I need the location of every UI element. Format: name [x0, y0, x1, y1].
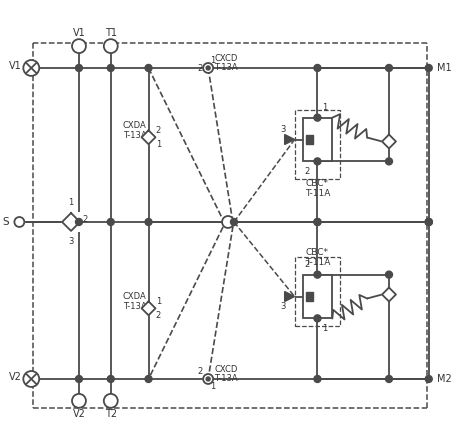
Text: T-13A: T-13A [123, 131, 146, 140]
Text: 1: 1 [322, 324, 327, 333]
Bar [305, 291, 314, 302]
Bar [303, 274, 332, 319]
Circle shape [314, 271, 321, 278]
Text: 2: 2 [156, 126, 161, 135]
Text: 2: 2 [305, 167, 310, 176]
Circle shape [107, 218, 114, 225]
Text: T-11A: T-11A [305, 189, 330, 198]
Circle shape [75, 65, 82, 71]
Text: 1: 1 [156, 140, 161, 149]
Text: 3: 3 [280, 302, 286, 311]
Circle shape [314, 114, 321, 121]
Text: T2: T2 [105, 409, 117, 419]
Text: CXDA: CXDA [123, 292, 146, 301]
Polygon shape [382, 135, 396, 149]
Text: T-13A: T-13A [214, 63, 238, 73]
Text: 3: 3 [68, 237, 74, 246]
Text: 1: 1 [322, 103, 327, 112]
Circle shape [75, 218, 82, 225]
Text: CBC*: CBC* [306, 248, 329, 257]
Text: 2: 2 [156, 311, 161, 320]
Polygon shape [141, 302, 156, 315]
Text: T-13A: T-13A [123, 302, 146, 311]
Circle shape [385, 375, 392, 382]
Text: 1: 1 [211, 55, 216, 65]
Text: M1: M1 [437, 63, 451, 73]
Polygon shape [285, 291, 295, 302]
Circle shape [104, 394, 118, 408]
Text: CXCD: CXCD [214, 53, 238, 62]
Circle shape [314, 218, 321, 225]
Circle shape [425, 218, 432, 225]
Circle shape [203, 374, 213, 384]
Circle shape [104, 39, 118, 53]
Circle shape [425, 218, 432, 225]
Circle shape [385, 271, 392, 278]
Circle shape [314, 218, 321, 225]
Circle shape [425, 218, 432, 225]
Text: V1: V1 [73, 28, 85, 38]
Circle shape [385, 65, 392, 71]
Text: V1: V1 [9, 61, 21, 71]
Text: CXDA: CXDA [123, 121, 146, 130]
Circle shape [314, 315, 321, 322]
Circle shape [231, 218, 237, 225]
Text: 3: 3 [280, 125, 286, 134]
Text: 2: 2 [82, 215, 88, 225]
Text: V2: V2 [8, 372, 21, 382]
Circle shape [206, 377, 210, 381]
Text: 2: 2 [198, 64, 203, 73]
Circle shape [23, 60, 39, 76]
Text: T1: T1 [105, 28, 117, 38]
Circle shape [314, 375, 321, 382]
Text: 1: 1 [211, 382, 216, 392]
Bar [303, 118, 332, 161]
Text: 2: 2 [198, 367, 203, 375]
Circle shape [72, 394, 86, 408]
Polygon shape [141, 130, 156, 144]
Circle shape [145, 218, 152, 225]
Circle shape [72, 39, 86, 53]
Circle shape [107, 65, 114, 71]
Text: CXCD: CXCD [214, 364, 238, 374]
Polygon shape [285, 135, 295, 145]
Circle shape [425, 375, 432, 382]
Text: 1: 1 [156, 297, 161, 306]
Polygon shape [382, 288, 396, 302]
Bar [305, 135, 314, 145]
Circle shape [107, 375, 114, 382]
Text: S: S [3, 217, 9, 227]
Circle shape [385, 158, 392, 165]
Circle shape [314, 65, 321, 71]
Text: T-11A: T-11A [305, 258, 330, 267]
Circle shape [14, 217, 24, 227]
Circle shape [314, 158, 321, 165]
Text: 2: 2 [305, 260, 310, 269]
Circle shape [425, 65, 432, 71]
Bar [295, 110, 340, 179]
Text: V2: V2 [73, 409, 85, 419]
Circle shape [206, 66, 210, 70]
Circle shape [23, 371, 39, 387]
Text: M2: M2 [437, 374, 451, 384]
Circle shape [145, 65, 152, 71]
Circle shape [145, 375, 152, 382]
Text: T-13A: T-13A [214, 375, 238, 384]
Circle shape [222, 216, 234, 228]
Text: 1: 1 [68, 198, 73, 207]
Circle shape [203, 63, 213, 73]
Text: CBC*: CBC* [306, 179, 329, 188]
Bar [295, 257, 340, 326]
Circle shape [75, 375, 82, 382]
Polygon shape [62, 213, 80, 231]
